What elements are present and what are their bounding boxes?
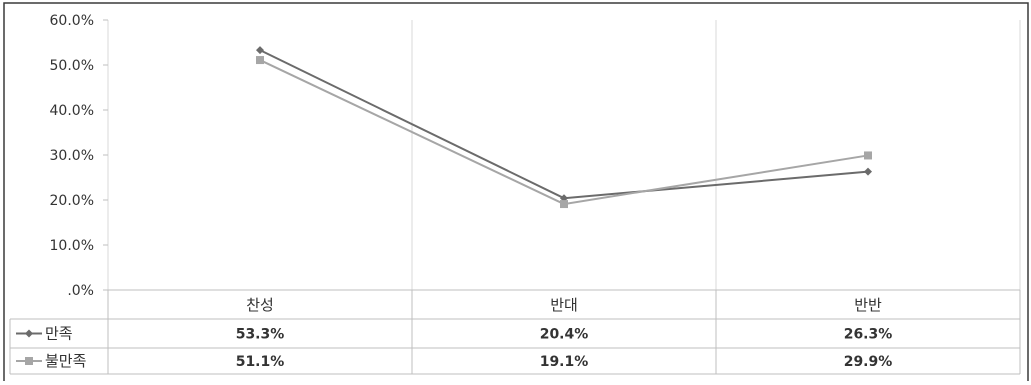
data-table-value: 29.9%: [844, 354, 893, 370]
x-category-label: 반반: [854, 296, 882, 314]
y-tick-label: .0%: [67, 283, 94, 299]
data-point-square: [864, 151, 872, 160]
series-name-label: 불만족: [45, 352, 87, 370]
data-table-value: 26.3%: [844, 327, 893, 343]
series-line-1: [259, 49, 869, 200]
data-table-value: 20.4%: [540, 327, 589, 343]
chart-frame: [3, 2, 1029, 381]
data-point-square: [256, 56, 264, 65]
data-point-diamond: [864, 167, 872, 176]
series-name-label: 만족: [45, 325, 73, 343]
data-table-value: 53.3%: [236, 327, 285, 343]
data-point-square: [560, 200, 568, 209]
y-tick-label: 60.0%: [50, 13, 94, 29]
data-table-value: 51.1%: [236, 354, 285, 370]
y-tick-label: 10.0%: [50, 238, 94, 254]
y-tick-label: 40.0%: [50, 103, 94, 119]
y-tick-label: 30.0%: [50, 148, 94, 164]
legend-key-marker: [25, 329, 33, 338]
legend-key-marker: [25, 357, 33, 365]
data-table-value: 19.1%: [540, 354, 589, 370]
y-tick-label: 50.0%: [50, 58, 94, 74]
x-category-label: 찬성: [246, 296, 274, 314]
y-tick-label: 20.0%: [50, 193, 94, 209]
data-point-diamond: [256, 46, 264, 55]
x-category-label: 반대: [550, 296, 578, 314]
series-line-2: [259, 59, 869, 206]
